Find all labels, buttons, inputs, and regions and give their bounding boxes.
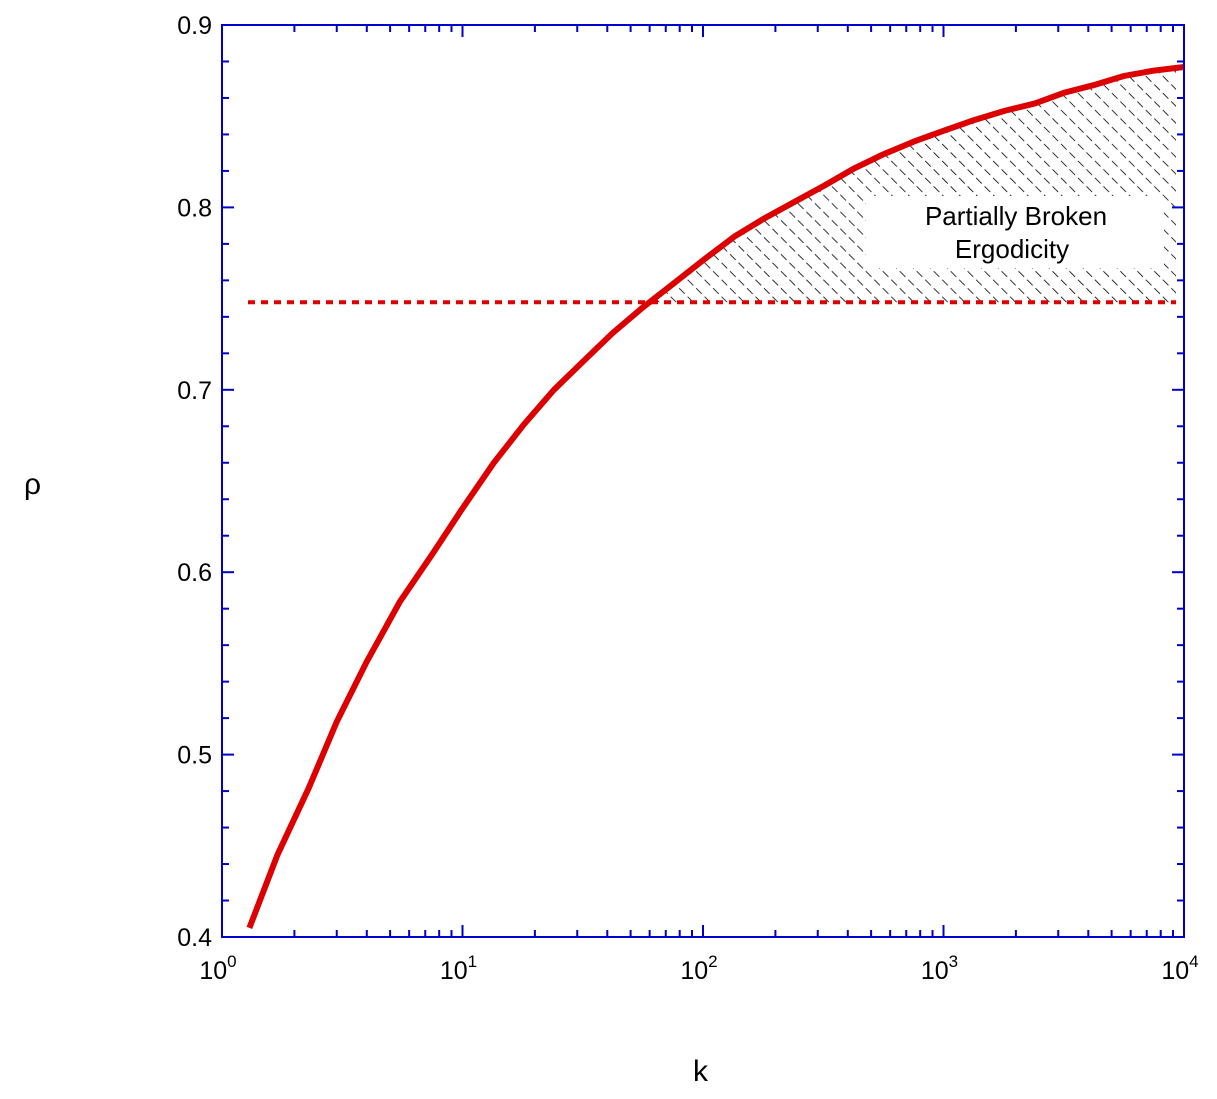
y-tick-label: 0.5 (177, 742, 212, 770)
x-tick-exponent: 1 (468, 952, 477, 971)
y-tick-label: 0.6 (177, 559, 212, 587)
x-tick-base: 10 (1161, 957, 1189, 985)
region-label-line1: Partially Broken (925, 201, 1107, 231)
region-label-background (866, 196, 1164, 268)
x-tick-base: 10 (199, 957, 227, 985)
x-tick-label: 102 (680, 952, 717, 985)
x-tick-exponent: 2 (708, 952, 717, 971)
y-axis-title: ρ (24, 468, 42, 501)
x-tick-exponent: 4 (1189, 952, 1198, 971)
y-tick-label: 0.4 (177, 924, 212, 952)
x-tick-label: 101 (440, 952, 477, 985)
x-tick-label: 104 (1161, 952, 1198, 985)
y-tick-label: 0.7 (177, 377, 212, 405)
x-tick-exponent: 3 (949, 952, 958, 971)
x-tick-base: 10 (440, 957, 468, 985)
x-tick-base: 10 (921, 957, 949, 985)
region-label-line2: Ergodicity (955, 234, 1069, 264)
y-tick-label: 0.9 (177, 12, 212, 40)
x-tick-label: 100 (199, 952, 236, 985)
y-tick-label: 0.8 (177, 194, 212, 222)
rho-curve (246, 63, 1184, 929)
x-tick-exponent: 0 (227, 952, 236, 971)
x-tick-base: 10 (680, 957, 708, 985)
x-tick-label: 103 (921, 952, 958, 985)
x-axis-title: k (693, 1055, 708, 1088)
